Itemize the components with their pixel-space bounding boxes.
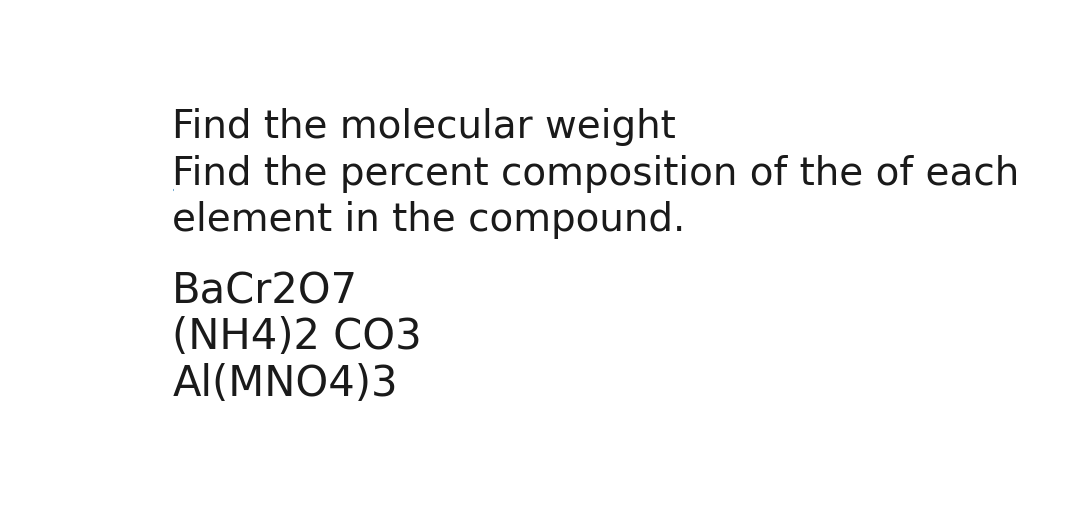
Text: Al(MNO4)3: Al(MNO4)3 (172, 362, 397, 404)
Text: Find the percent composition of the of each: Find the percent composition of the of e… (172, 155, 1020, 192)
Text: Find the molecular weight: Find the molecular weight (172, 108, 676, 146)
Text: BaCr2O7: BaCr2O7 (172, 270, 359, 312)
Text: element in the compound.: element in the compound. (172, 200, 686, 238)
Text: (NH4)2 CO3: (NH4)2 CO3 (172, 316, 422, 358)
